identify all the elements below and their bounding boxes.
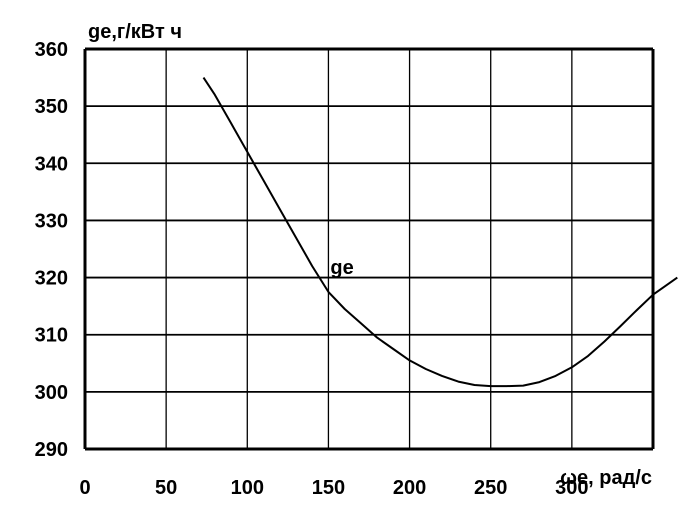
grid (83, 47, 655, 451)
x-tick-label: 100 (231, 477, 264, 499)
y-tick-label: 360 (35, 39, 68, 61)
series-line-ge (202, 77, 678, 388)
y-tick-label: 290 (35, 439, 68, 461)
x-tick-label: 200 (393, 477, 426, 499)
y-tick-label: 310 (35, 325, 68, 347)
x-tick-label: 300 (555, 477, 588, 499)
x-tick-label: 150 (312, 477, 345, 499)
x-tick-label: 250 (474, 477, 507, 499)
series-layer: ge (202, 77, 678, 388)
y-tick-label: 300 (35, 382, 68, 404)
y-tick-label: 340 (35, 153, 68, 175)
series-label: ge (330, 257, 353, 279)
tick-labels: 0 50 100 150 200 250 300 290 300 310 320 330 340 350 3… (35, 39, 589, 499)
y-tick-label: 320 (35, 268, 68, 290)
y-tick-label: 330 (35, 210, 68, 232)
y-tick-label: 350 (35, 96, 68, 118)
x-tick-label: 0 (79, 477, 90, 499)
y-axis-label: ge,г/кВт ч (88, 21, 182, 43)
x-tick-label: 50 (155, 477, 177, 499)
x-axis-label: ωe, рад/с (560, 467, 652, 489)
